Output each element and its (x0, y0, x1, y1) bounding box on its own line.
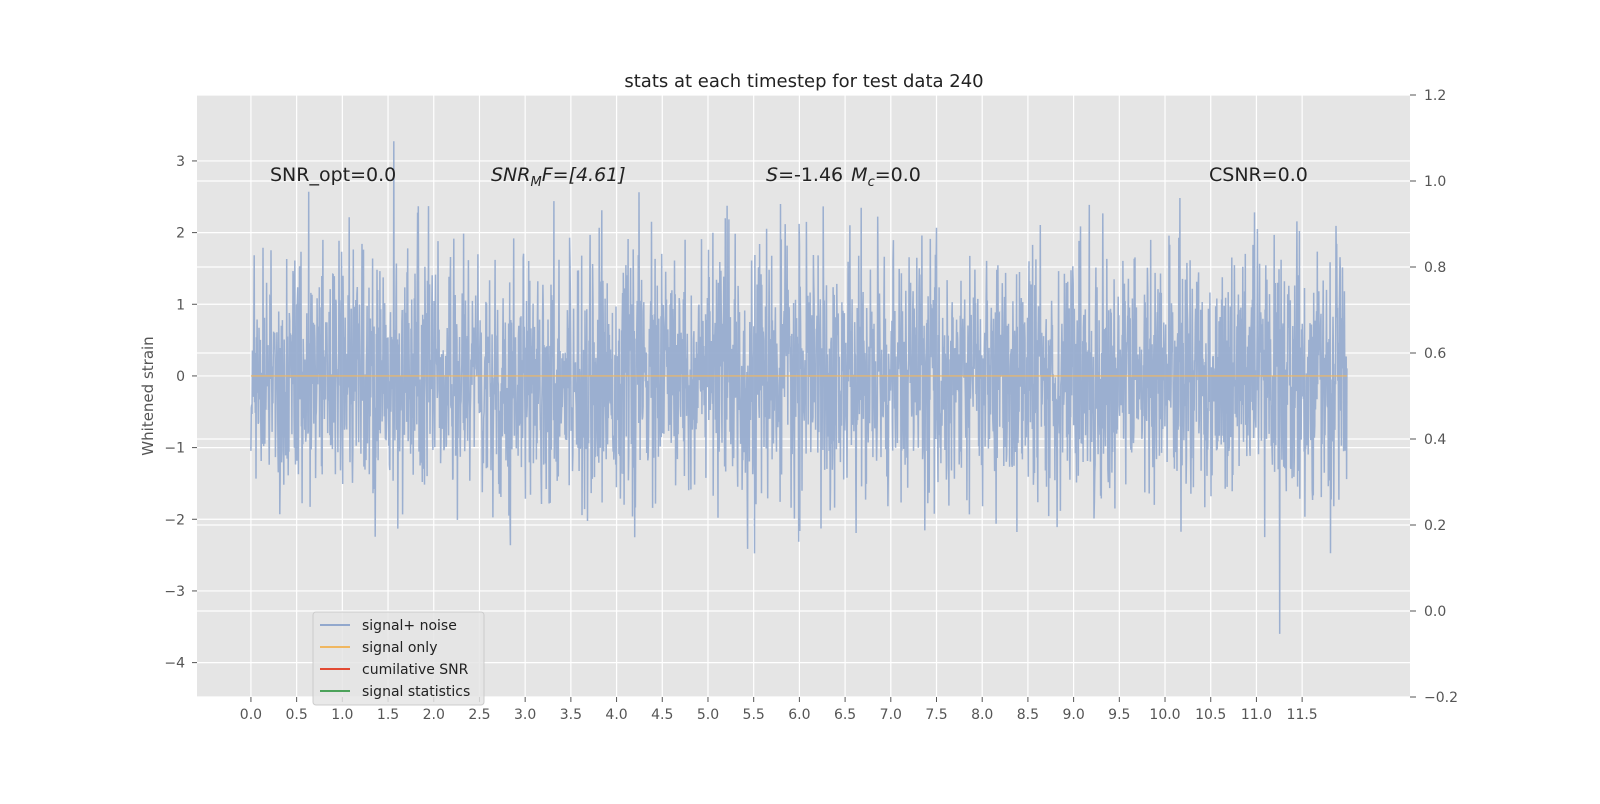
legend-label-cumulative-snr: cumilative SNR (362, 662, 469, 678)
x-tick-label: 7.5 (925, 707, 947, 723)
ticks: 0.0 0.5 1.0 1.5 2.0 2.5 3.0 3.5 4.0 4.5 5.0 5.5 6.0 6… (164, 88, 1458, 723)
x-tick-label: 11.0 (1241, 707, 1272, 723)
x-tick-label: 8.5 (1017, 707, 1039, 723)
y-tick-label: 2 (176, 226, 185, 242)
x-tick-label: 11.5 (1287, 707, 1318, 723)
y2-tick-label: −0.2 (1424, 690, 1458, 706)
x-tick-label: 6.0 (788, 707, 810, 723)
annotation-snr-opt: SNR_opt=0.0 (270, 164, 396, 186)
x-tick-label: 4.5 (651, 707, 673, 723)
x-tick-label: 5.0 (697, 707, 719, 723)
x-tick-label: 5.5 (743, 707, 765, 723)
annotation-csnr: CSNR=0.0 (1209, 164, 1308, 186)
y-tick-label: 1 (176, 297, 185, 313)
y2-tick-label: 0.0 (1424, 604, 1446, 620)
y-axis-label: Whitened strain (139, 336, 157, 455)
legend-label-signal-statistics: signal statistics (362, 684, 470, 700)
y2-tick-label: 0.2 (1424, 518, 1446, 534)
x-tick-label: 3.0 (514, 707, 536, 723)
x-tick-label: 2.5 (468, 707, 490, 723)
y2-tick-label: 1.0 (1424, 174, 1446, 190)
x-tick-label: 0.5 (286, 707, 308, 723)
x-tick-label: 4.0 (605, 707, 627, 723)
y-tick-label: −2 (164, 512, 185, 528)
x-tick-label: 10.0 (1149, 707, 1180, 723)
x-tick-label: 9.5 (1108, 707, 1130, 723)
y-tick-label: −3 (164, 584, 185, 600)
x-tick-label: 9.0 (1062, 707, 1084, 723)
y2-tick-label: 1.2 (1424, 88, 1446, 104)
x-tick-label: 0.0 (240, 707, 262, 723)
y-tick-label: 3 (176, 154, 185, 170)
y2-tick-label: 0.8 (1424, 260, 1446, 276)
y2-tick-label: 0.6 (1424, 346, 1446, 362)
legend: signal+ noise signal only cumilative SNR… (312, 611, 485, 706)
annotation-snr-mf: SNRMF=[4.61] (491, 164, 626, 190)
x-tick-label: 8.0 (971, 707, 993, 723)
x-tick-label: 6.5 (834, 707, 856, 723)
y-tick-label: 0 (176, 369, 185, 385)
x-tick-label: 10.5 (1195, 707, 1226, 723)
x-tick-label: 1.0 (331, 707, 353, 723)
y-tick-label: −4 (164, 656, 185, 672)
x-tick-label: 1.5 (377, 707, 399, 723)
chart-title: stats at each timestep for test data 240 (624, 71, 983, 92)
y-tick-label: −1 (164, 441, 185, 457)
x-tick-label: 7.0 (880, 707, 902, 723)
x-tick-label: 3.5 (560, 707, 582, 723)
annotation-s-mc: S=-1.46 Mc=0.0 (766, 164, 921, 190)
series-signal-noise (250, 141, 1348, 634)
x-tick-label: 2.0 (423, 707, 445, 723)
legend-label-signal-only: signal only (362, 640, 437, 656)
series (250, 141, 1348, 634)
y2-tick-label: 0.4 (1424, 432, 1446, 448)
legend-label-signal-noise: signal+ noise (362, 618, 457, 634)
